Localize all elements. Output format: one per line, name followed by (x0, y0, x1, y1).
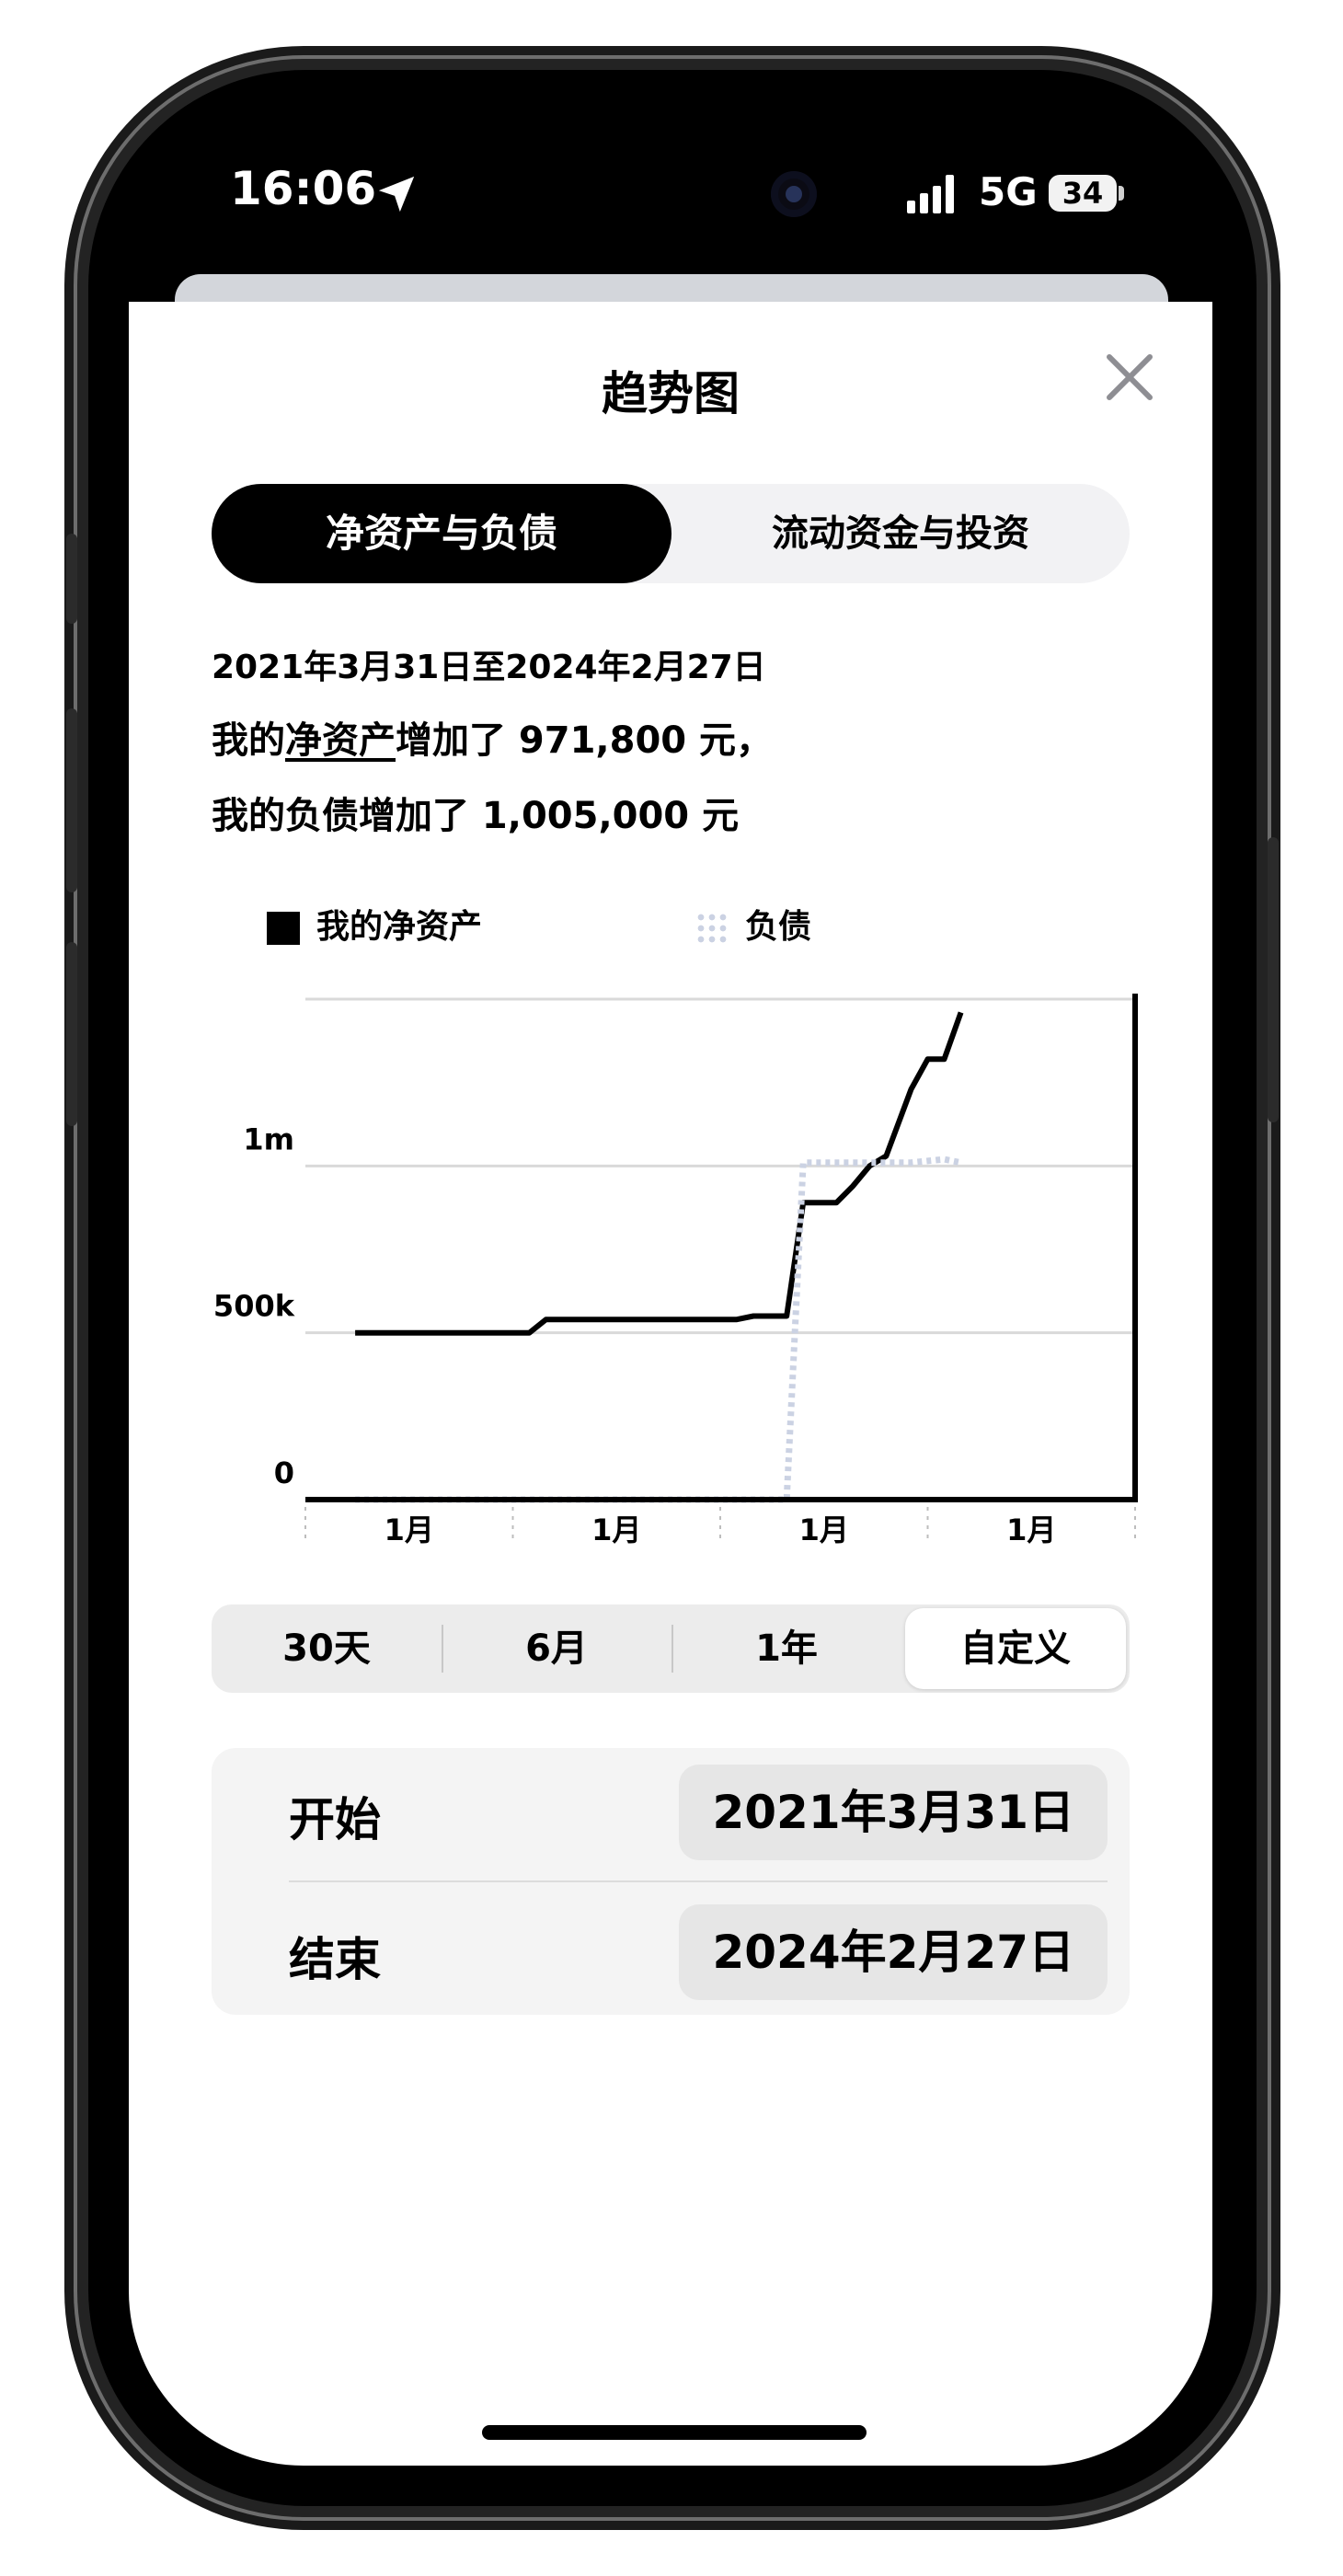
date-separator (289, 1880, 1108, 1882)
range-selector: 30天 6月 1年 自定义 (212, 1604, 1130, 1693)
x-tick-label: 1月 (1006, 1512, 1056, 1547)
y-tick-label: 1m (243, 1121, 294, 1156)
battery-tip (1119, 186, 1124, 201)
power-button (1268, 837, 1279, 1122)
end-date-picker[interactable]: 2024年2月27日 (679, 1904, 1108, 2000)
legend-swatch-solid (267, 912, 300, 945)
summary-net-worth: 我的净资产增加了 971,800 元， (212, 710, 773, 764)
custom-date-panel: 开始 2021年3月31日 结束 2024年2月27日 (212, 1748, 1130, 2015)
location-arrow-icon (378, 176, 415, 213)
series-liabilities-line (355, 1156, 962, 1503)
network-type: 5G (979, 169, 1038, 214)
battery-indicator: 34 (1049, 175, 1117, 212)
x-tick-label: 1月 (799, 1512, 849, 1547)
volume-down-button (66, 942, 77, 1126)
status-time: 16:06 (230, 162, 377, 215)
view-segmented-control: 净资产与负债 流动资金与投资 (212, 484, 1130, 583)
start-date-picker[interactable]: 2021年3月31日 (679, 1765, 1108, 1860)
range-6m[interactable]: 6月 (525, 1627, 588, 1670)
range-divider (672, 1625, 673, 1673)
summary-suffix: 增加了 971,800 元， (396, 719, 774, 762)
trend-sheet: 趋势图 净资产与负债 流动资金与投资 2021年3月31日至2024年2月27日… (129, 302, 1212, 2466)
legend-net-worth: 我的净资产 (267, 900, 482, 948)
tab-net-worth[interactable]: 净资产与负债 (212, 484, 672, 583)
range-1y[interactable]: 1年 (755, 1627, 818, 1670)
summary-prefix: 我的 (212, 719, 285, 762)
home-indicator (482, 2425, 867, 2440)
close-icon[interactable] (1102, 350, 1157, 405)
range-30d[interactable]: 30天 (282, 1627, 371, 1670)
series-net-worth-line (355, 1011, 964, 1336)
front-camera (771, 171, 817, 217)
start-label: 开始 (289, 1793, 381, 1846)
range-divider (442, 1625, 443, 1673)
signal-icon (907, 175, 962, 213)
summary-text: 2021年3月31日至2024年2月27日 我的净资产增加了 971,800 元… (212, 640, 773, 839)
legend-label: 我的净资产 (316, 908, 483, 946)
sheet-title: 趋势图 (602, 367, 740, 420)
legend-swatch-dotted (695, 912, 729, 945)
net-worth-link[interactable]: 净资产 (285, 719, 396, 762)
action-button (66, 534, 77, 624)
summary-liabilities: 我的负债增加了 1,005,000 元 (212, 795, 740, 837)
legend-label: 负债 (745, 908, 812, 946)
trend-chart: 0 500k 1m 1月 1月 1月 1月 (213, 994, 1138, 1547)
summary-range: 2021年3月31日至2024年2月27日 (212, 649, 766, 686)
tab-cash-investments[interactable]: 流动资金与投资 (772, 512, 1029, 555)
volume-up-button (66, 708, 77, 892)
y-tick-label: 500k (213, 1289, 295, 1324)
end-label: 结束 (289, 1933, 381, 1986)
range-custom[interactable]: 自定义 (905, 1608, 1126, 1689)
x-tick-label: 1月 (385, 1512, 434, 1547)
x-tick-label: 1月 (591, 1512, 641, 1547)
y-tick-label: 0 (274, 1455, 294, 1490)
legend-liabilities: 负债 (695, 900, 811, 948)
